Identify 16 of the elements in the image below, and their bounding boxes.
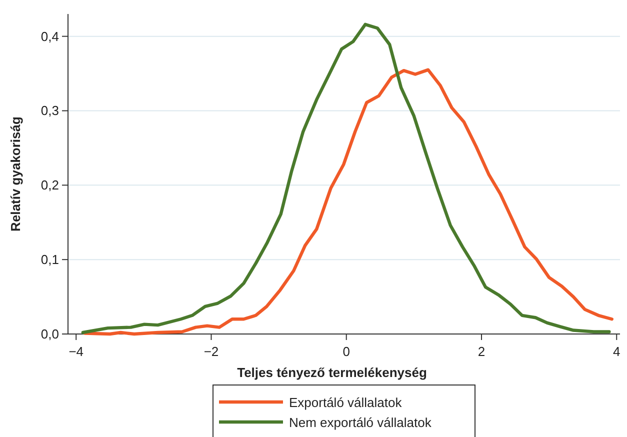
line-series <box>81 22 611 334</box>
legend-label: Exportáló vállalatok <box>289 395 402 410</box>
x-tick-label: −2 <box>204 344 219 359</box>
y-tick-label: 0,2 <box>40 178 59 193</box>
y-tick-label: 0,0 <box>40 326 59 342</box>
x-tick-label: 4 <box>613 344 620 359</box>
x-tick-label: 2 <box>478 344 486 359</box>
legend-label: Nem exportáló vállalatok <box>289 415 432 430</box>
y-axis-title: Relatív gyakoriság <box>8 116 23 232</box>
line-series <box>83 68 614 336</box>
x-tick-label: 0 <box>342 344 350 359</box>
y-tick-label: 0,4 <box>40 28 59 44</box>
y-tick-label: 0,3 <box>40 103 59 118</box>
x-tick-label: −4 <box>68 344 84 359</box>
y-tick-label: 0,1 <box>40 252 59 268</box>
x-axis-title: Teljes tényező termelékenység <box>237 365 427 380</box>
